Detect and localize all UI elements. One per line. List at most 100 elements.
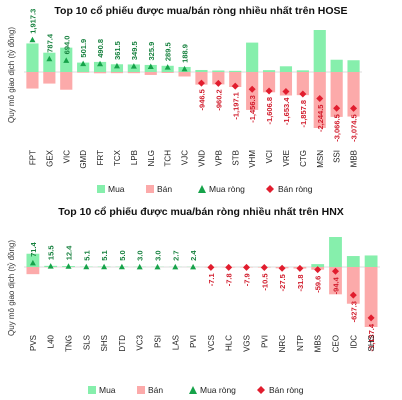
sell-bar-mbb (347, 72, 360, 117)
net-buy-marker-nlg (147, 63, 154, 70)
data-label-gmd: 501.9 (79, 39, 88, 58)
category-label-las: LAS (171, 335, 180, 350)
data-label-lpb: 349.5 (130, 41, 139, 60)
category-label-frt: FRT (96, 150, 105, 166)
data-label-vpb: -960.2 (214, 89, 223, 110)
sell-bar-gmd (77, 72, 90, 73)
net-sell-marker-msn (316, 95, 324, 103)
net-sell-marker-mbs (314, 266, 322, 274)
category-label-fpt: FPT (28, 150, 37, 165)
category-label-vre: VRE (282, 150, 291, 166)
data-label-hlc: -7.8 (225, 273, 234, 286)
net-buy-marker-dtd (118, 263, 125, 270)
sell-bar-tch (161, 72, 174, 73)
data-label-ssi: -3,066.5 (333, 114, 342, 142)
net-sell-marker-vcs (207, 263, 215, 271)
legend-sell-swatch (137, 386, 145, 394)
data-label-shs: -1,137.4 (367, 323, 376, 351)
net-buy-marker-l40 (47, 263, 54, 269)
net-buy-marker-vc3 (136, 263, 143, 270)
sell-bar-tcx (110, 72, 124, 74)
net-buy-marker-vjc (181, 65, 188, 72)
buy-bar-mbs (311, 264, 325, 267)
data-label-nrc: -27.5 (278, 274, 287, 291)
buy-bar-frt (93, 61, 107, 72)
data-label-tcx: 361.5 (113, 41, 122, 60)
buy-bar-idc (346, 256, 360, 267)
data-label-vci: -1,606.8 (265, 97, 274, 125)
legend-net-buy-label: Mua ròng (209, 184, 245, 194)
net-buy-marker-sls (83, 263, 90, 270)
data-label-vjc: 188.9 (181, 44, 190, 63)
category-label-l40: L40 (47, 334, 56, 348)
net-buy-marker-frt (97, 60, 104, 67)
net-buy-marker-tcx (113, 62, 120, 69)
net-sell-marker-vre (282, 88, 290, 96)
buy-bar-gmd (77, 62, 90, 72)
legend-sell-swatch (146, 185, 154, 193)
data-label-nlg: 325.9 (147, 42, 156, 61)
data-label-dtd: 5.0 (118, 250, 127, 260)
category-label-tcx: TCX (113, 149, 122, 166)
data-label-mbs: -59.6 (314, 276, 323, 293)
net-buy-marker-pvi (190, 263, 197, 270)
legend-net-sell-label: Bán ròng (269, 385, 304, 395)
category-label-mbb: MBB (350, 150, 359, 167)
data-label-frt: 490.8 (96, 39, 105, 58)
data-label-ntp: -31.8 (296, 274, 305, 291)
category-label-ceo: CEO (332, 335, 341, 352)
category-label-stb: STB (231, 150, 240, 166)
net-buy-marker-gex (46, 55, 53, 62)
category-label-vhm: VHM (248, 150, 257, 168)
sell-bar-vci (262, 72, 276, 93)
net-sell-marker-vhm (248, 85, 256, 93)
data-label-vre: -1,653.4 (282, 97, 291, 125)
data-label-vgs: -7.9 (243, 273, 252, 286)
buy-bar-vre (279, 66, 293, 72)
hose-y-axis-label: Quy mô giao dịch (tỷ đồng) (7, 27, 16, 123)
category-label-vnd: VND (197, 150, 206, 167)
buy-bar-shs (364, 255, 378, 267)
category-label-lpb: LPB (130, 150, 139, 165)
buy-bar-vci (262, 70, 276, 72)
sell-bar-stb (229, 72, 242, 88)
category-label-sls: SLS (82, 335, 91, 350)
legend-sell-label: Bán (148, 385, 163, 395)
net-sell-marker-idc (349, 291, 357, 299)
category-label-shs: SHS (100, 335, 109, 351)
category-label-idc: IDC (349, 335, 358, 349)
net-buy-marker-tng (65, 263, 72, 269)
sell-bar-ceo (329, 267, 342, 295)
data-label-vnd: -946.5 (197, 89, 206, 110)
net-sell-marker-pvi (260, 263, 268, 271)
data-label-idc: -627.3 (349, 301, 358, 322)
data-label-vc3: 3.0 (136, 250, 145, 260)
data-label-vcs: -7.1 (207, 273, 216, 286)
net-sell-marker-nrc (278, 264, 286, 272)
legend-net-buy-label: Mua ròng (200, 385, 236, 395)
sell-bar-frt (93, 72, 107, 74)
data-label-l40: 15.5 (47, 245, 56, 260)
category-label-mbs: MBS (314, 335, 323, 352)
category-label-nrc: NRC (278, 335, 287, 353)
category-label-vcs: VCS (207, 335, 216, 351)
category-label-vic: VIC (62, 150, 71, 164)
hnx-chart-title: Top 10 cổ phiếu được mua/bán ròng nhiều … (58, 206, 344, 218)
category-label-nlg: NLG (147, 150, 156, 166)
hnx-plot-area: 71.4 PVS 15.5 L40 12.4 TNG 5.1 SLS 5.1 SHS 5.0 DTD 3… (24, 237, 380, 352)
data-label-las: 2.7 (171, 250, 180, 260)
data-label-mbb: -3,074.5 (350, 114, 359, 142)
category-label-pvs: PVS (29, 335, 38, 351)
legend-net-buy-triangle-icon (198, 185, 206, 193)
net-buy-marker-las (172, 263, 179, 270)
sell-bar-vpb (212, 72, 225, 85)
net-sell-marker-vpb (214, 79, 222, 87)
data-label-stb: -1,197.1 (231, 92, 240, 120)
category-label-vjc: VJC (181, 150, 190, 165)
category-label-tng: TNG (65, 335, 74, 352)
category-label-ssi: SSI (333, 150, 342, 163)
category-label-hlc: HLC (225, 335, 234, 351)
net-buy-marker-pvs (29, 259, 36, 266)
